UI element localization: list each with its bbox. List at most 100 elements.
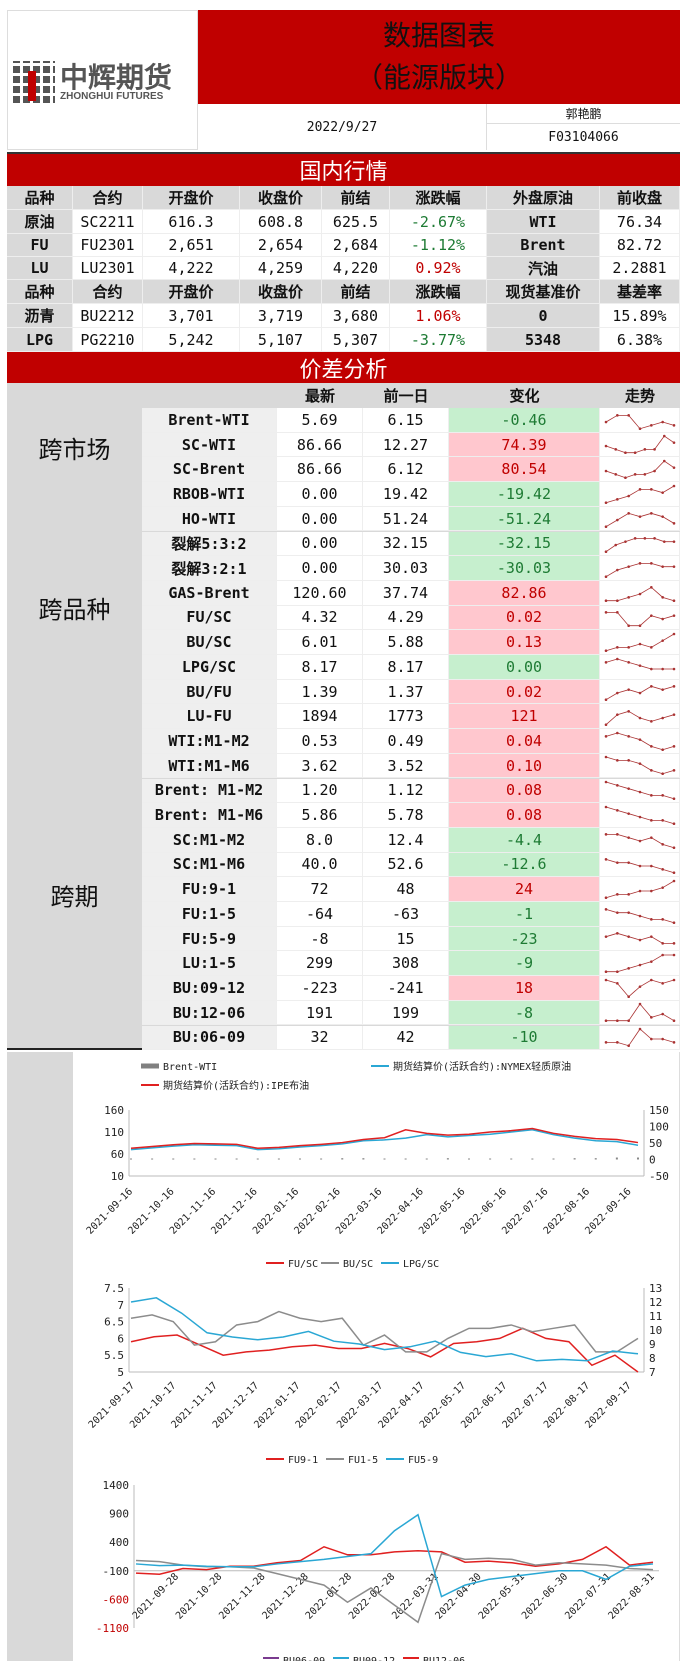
sparkline-point [638,1027,642,1031]
y-tick-label: -100 [103,1565,130,1578]
sparkline-point [627,596,630,600]
sparkline-point [638,1002,642,1006]
sparkline-point [604,698,608,702]
sparkline-point [672,1019,676,1023]
y2-tick-label: 9 [649,1338,656,1351]
sparkline-point [627,1019,630,1023]
logo: 中辉期货 ZHONGHUI FUTURES [7,10,198,150]
sparkline-point [672,797,676,800]
sparkline-point [627,861,630,865]
spread-change: -30.03 [449,556,600,581]
table-cell: 2.2881 [600,257,680,280]
sparkline-point [616,568,619,572]
y-tick-label: 5 [117,1366,124,1379]
sparkline-svg [604,586,676,603]
y2-tick-label: 50 [649,1137,662,1150]
sparkline-point [638,426,642,430]
sparkline-point [672,484,676,487]
sparkline-point [604,833,608,837]
bar [214,1158,217,1160]
spread-latest: 1.20 [277,778,363,804]
spread-name: HO-WTI [142,506,277,532]
spread-prev: 42 [363,1025,449,1051]
spread-latest: 120.60 [277,580,363,606]
sparkline-point [650,423,653,427]
sparkline-svg [604,978,676,998]
bar [404,1158,407,1160]
spread-change: 24 [449,877,600,902]
table-cell: 5,107 [240,328,322,352]
legend-label: FU5-9 [408,1455,438,1466]
sparkline-line [605,880,675,898]
group-label: 跨市场 [38,435,111,464]
y2-tick-label: 11 [649,1310,662,1323]
sparkline-point [604,444,608,448]
sparkline-point [616,657,619,660]
sparkline-point [672,441,676,445]
y-tick-label: 6 [117,1332,124,1345]
legend-label: BU09-12 [353,1656,395,1661]
sparkline-point [627,812,630,815]
series-line-期货结算价(活跃合约):IPE布油 [130,1127,639,1150]
spread-change: 18 [449,976,600,1001]
bar [383,1158,386,1160]
table-cell: 2,684 [322,234,390,257]
table-cell: 4,259 [240,257,322,280]
spread-name: GAS-Brent [142,580,277,606]
spread-latest: 0.53 [277,729,363,754]
bar [573,1158,576,1160]
sparkline-point [627,836,630,840]
sparkline-line [606,1028,675,1047]
spread-prev: 308 [363,951,449,977]
sparkline-point [662,459,666,463]
sparkline-point [627,494,630,497]
spread-name: RBOB-WTI [142,482,277,507]
sparkline-svg [604,632,676,652]
table-cell: 625.5 [322,210,390,234]
spread-name: FU/SC [142,605,277,631]
spread-latest: 4.32 [277,605,363,631]
sparkline-point [653,537,656,540]
sparkline-point [604,970,608,973]
sparkline-point [604,805,608,808]
bar [615,1157,618,1160]
bar [277,1158,280,1160]
spread-latest: 299 [277,951,363,977]
sparkline-point [616,731,619,734]
column-header: 收盘价 [240,186,322,210]
column-header: 合约 [73,280,143,304]
sparkline-point [604,755,608,759]
sparkline-point [643,537,647,540]
table-cell: 15.89% [600,304,680,328]
column-header: 前收盘 [600,186,680,210]
sparkline-point [638,938,642,942]
table-cell: 608.8 [240,210,322,234]
series-line-FU5-9 [135,1513,654,1598]
sparkline-point [672,522,676,525]
sparkline-svg [604,805,676,825]
sparkline-point [672,920,676,924]
spread-latest: 3.62 [277,753,363,779]
table-cell: SC2211 [73,210,143,234]
subtitle: （能源版块） [354,61,523,94]
sparkline-point [604,550,608,553]
table-cell: PG2210 [73,328,143,352]
title-banner: 数据图表 （能源版块） [198,10,680,104]
sparkline-point [604,896,608,899]
spread-name: SC:M1-M2 [142,827,277,853]
legend-label: Brent-WTI [163,1062,217,1073]
spread-latest: 40.0 [277,852,363,878]
sparkline-point [616,519,619,522]
sparkline [600,679,680,705]
table-cell: 2,651 [143,234,240,257]
series-line-BU/SC [130,1310,639,1353]
bar [446,1158,449,1160]
sparkline-point [604,525,608,529]
spread-latest: 5.69 [277,408,363,433]
spread-change: -32.15 [449,531,600,557]
spread-latest: 0.00 [277,531,363,557]
sparkline-point [661,688,664,692]
sparkline-point [650,614,653,618]
table-cell: 3,701 [143,304,240,328]
spread-latest: 1.39 [277,679,363,705]
